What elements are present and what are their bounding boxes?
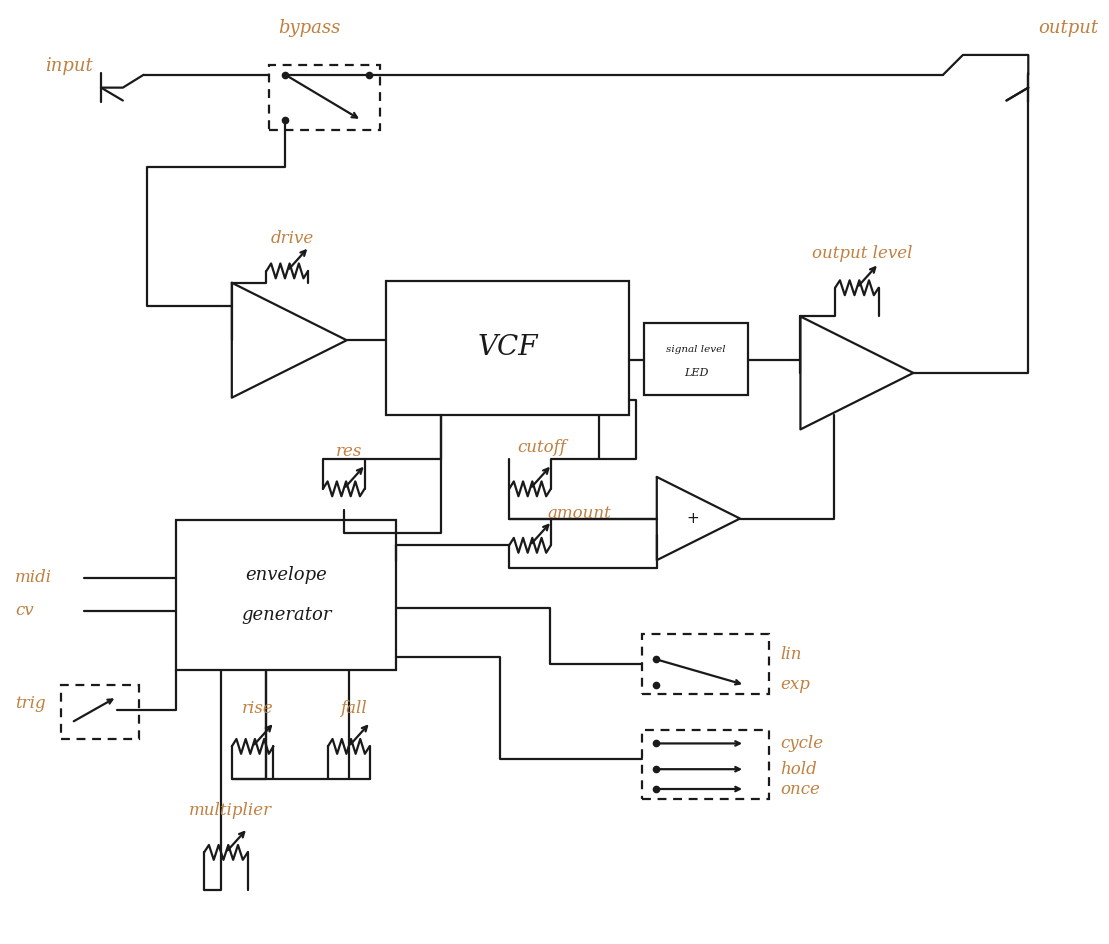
Text: output level: output level xyxy=(812,244,912,261)
Text: cutoff: cutoff xyxy=(518,439,567,456)
Text: output: output xyxy=(1038,19,1098,37)
Text: fall: fall xyxy=(340,700,367,717)
Text: midi: midi xyxy=(14,569,52,586)
Text: trig: trig xyxy=(14,696,45,713)
Text: input: input xyxy=(44,57,92,75)
Bar xyxy=(386,280,629,414)
Text: rise: rise xyxy=(242,700,274,717)
Bar xyxy=(642,730,769,799)
Text: signal level: signal level xyxy=(667,345,725,354)
Bar xyxy=(61,685,139,739)
Text: amount: amount xyxy=(548,505,611,522)
Text: +: + xyxy=(686,511,699,526)
Text: once: once xyxy=(781,781,821,798)
Text: generator: generator xyxy=(241,606,332,624)
Bar xyxy=(642,634,769,694)
Text: hold: hold xyxy=(781,761,817,778)
Text: cycle: cycle xyxy=(781,735,824,752)
Text: cv: cv xyxy=(14,602,33,619)
Text: exp: exp xyxy=(781,677,811,694)
Bar xyxy=(176,519,396,670)
Text: lin: lin xyxy=(781,646,802,663)
Text: envelope: envelope xyxy=(245,566,327,584)
Text: bypass: bypass xyxy=(278,19,340,37)
Text: res: res xyxy=(336,443,362,460)
Text: drive: drive xyxy=(271,229,314,246)
Bar xyxy=(644,324,747,395)
Text: LED: LED xyxy=(684,368,709,378)
Bar xyxy=(269,65,380,130)
Text: multiplier: multiplier xyxy=(190,802,273,819)
Text: VCF: VCF xyxy=(478,334,538,362)
